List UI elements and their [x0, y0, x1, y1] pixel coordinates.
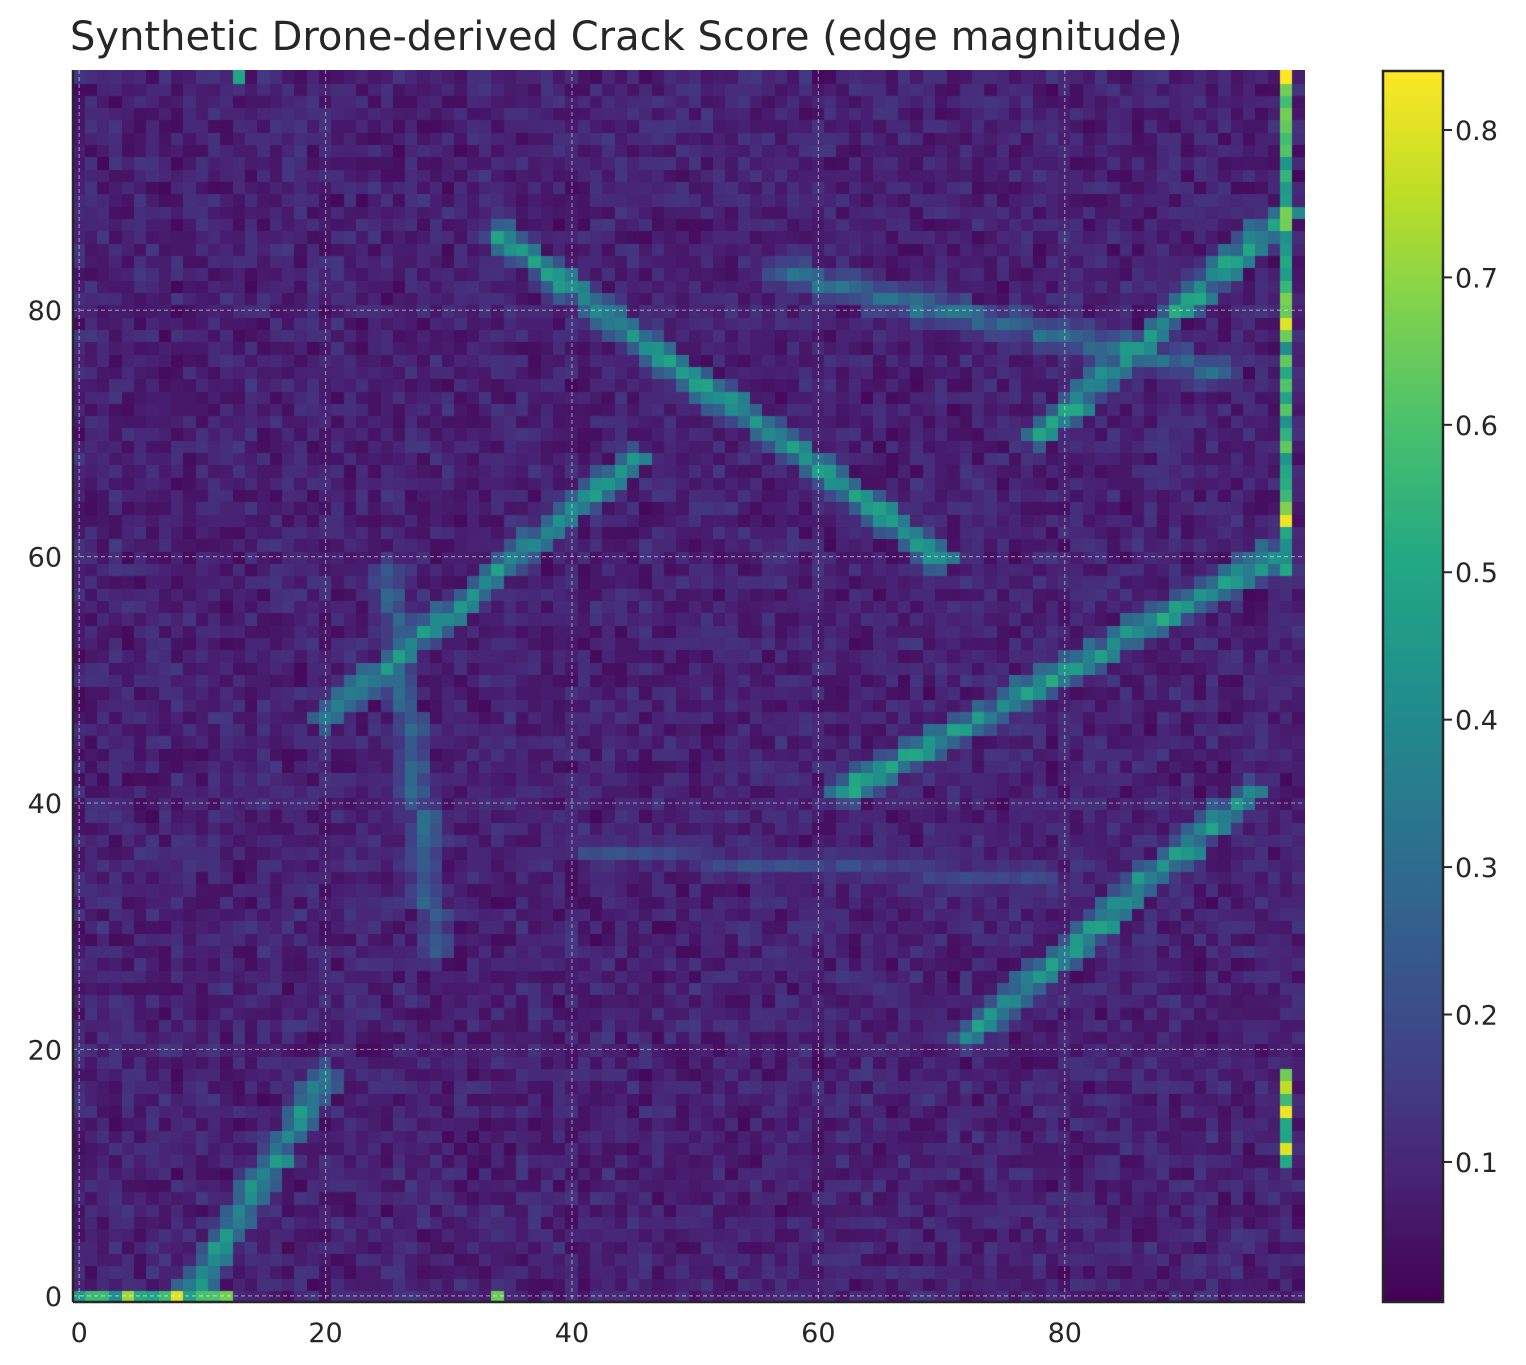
grid-lines: [73, 70, 1305, 1302]
heatmap-plot-area: [73, 70, 1305, 1302]
colorbar: [1381, 69, 1445, 1304]
y-axis-ticks: 0 20 40 60 80: [28, 296, 62, 1313]
x-tick-label: 40: [555, 1318, 589, 1349]
colorbar-tick-label: 0.1: [1455, 1148, 1498, 1179]
colorbar-tick-label: 0.8: [1455, 116, 1498, 147]
x-tick-label: 60: [801, 1318, 835, 1349]
y-tick-label: 0: [45, 1282, 62, 1313]
colorbar-ticks: 0.1 0.2 0.3 0.4 0.5 0.6 0.7 0.8: [1443, 116, 1498, 1179]
colorbar-tick-label: 0.3: [1455, 853, 1498, 884]
colorbar-tick-label: 0.4: [1455, 706, 1498, 737]
colorbar-tick-label: 0.5: [1455, 558, 1498, 589]
x-tick-label: 80: [1048, 1318, 1082, 1349]
y-tick-label: 20: [28, 1035, 62, 1066]
x-tick-label: 20: [308, 1318, 342, 1349]
colorbar-tick-label: 0.7: [1455, 263, 1498, 294]
colorbar-tick-label: 0.2: [1455, 1001, 1498, 1032]
y-tick-label: 80: [28, 296, 62, 327]
y-tick-label: 60: [28, 543, 62, 574]
chart-title: Synthetic Drone-derived Crack Score (edg…: [70, 14, 1183, 60]
x-axis-ticks: 0 20 40 60 80: [71, 1318, 1082, 1349]
y-tick-label: 40: [28, 789, 62, 820]
x-tick-label: 0: [71, 1318, 88, 1349]
colorbar-tick-label: 0.6: [1455, 411, 1498, 442]
